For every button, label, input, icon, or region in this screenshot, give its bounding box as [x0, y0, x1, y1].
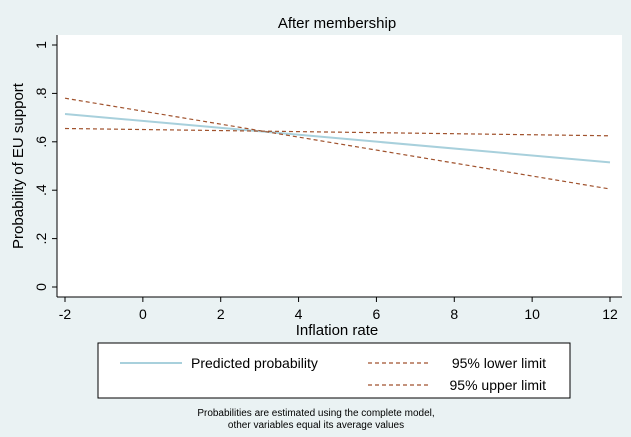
chart-title: After membership	[278, 15, 396, 32]
legend-box	[97, 342, 571, 399]
series-line-lower	[64, 97, 611, 190]
y-axis-label: Probability of EU support	[10, 82, 27, 249]
legend-label-lower: 95% lower limit	[452, 355, 546, 371]
ticks-layer: -2 0 2 4 6 8 10 12 0 .2 .4 .6 .8 1	[33, 41, 618, 322]
y-tick-label: .8	[33, 87, 49, 99]
x-axis-label: Inflation rate	[296, 322, 379, 339]
x-tick-label: 2	[217, 306, 225, 322]
x-tick-label: -2	[59, 306, 72, 322]
series-layer	[64, 97, 611, 190]
y-tick-label: .4	[33, 184, 49, 196]
legend-label-upper: 95% upper limit	[450, 377, 547, 393]
x-tick-label: 6	[373, 306, 381, 322]
y-tick-label: .6	[33, 136, 49, 148]
y-tick-label: 1	[33, 41, 49, 49]
x-tick-label: 12	[602, 306, 618, 322]
note-line-1: Probabilities are estimated using the co…	[197, 408, 434, 419]
series-line-predicted	[64, 113, 611, 164]
y-tick-label: 0	[33, 283, 49, 291]
x-tick-label: 4	[295, 306, 303, 322]
plot-area	[57, 35, 622, 297]
x-tick-label: 8	[450, 306, 458, 322]
x-tick-label: 0	[139, 306, 147, 322]
legend-label-predicted: Predicted probability	[191, 355, 318, 371]
note-line-2: other variables equal its average values	[228, 420, 404, 431]
x-tick-label: 10	[524, 306, 540, 322]
y-tick-label: .2	[33, 233, 49, 245]
